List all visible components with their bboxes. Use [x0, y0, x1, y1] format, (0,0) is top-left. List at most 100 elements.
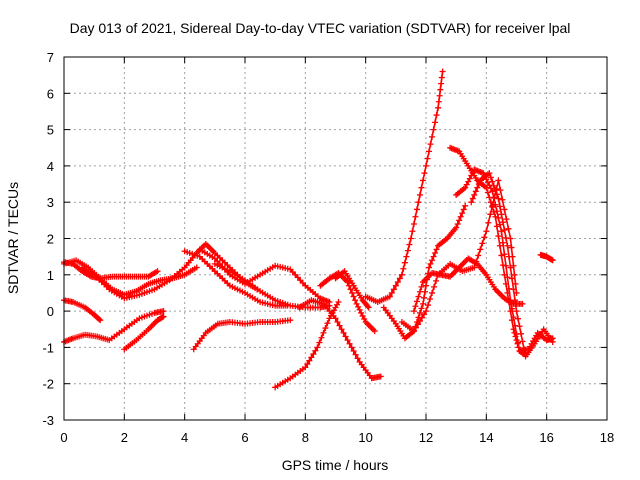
data-point [459, 210, 466, 217]
data-point [344, 337, 351, 344]
data-point [493, 191, 500, 198]
data-point [335, 299, 342, 306]
data-point [498, 211, 505, 218]
data-point [338, 326, 345, 333]
data-point [496, 203, 503, 210]
data-point [416, 318, 423, 325]
y-tick-label: 2 [47, 232, 54, 247]
data-point [471, 191, 478, 198]
data-point [353, 300, 360, 307]
data-point [504, 274, 511, 281]
data-point [322, 325, 329, 332]
data-point [418, 283, 425, 290]
series-line [274, 301, 340, 389]
data-point [463, 181, 470, 188]
data-point [429, 133, 436, 140]
data-point [502, 262, 509, 269]
data-point [430, 126, 437, 133]
data-point [390, 286, 397, 293]
data-point [394, 279, 401, 286]
data-point [359, 312, 366, 319]
data-point [421, 170, 428, 177]
data-point [519, 338, 526, 345]
data-point [510, 314, 517, 321]
data-point [426, 264, 433, 271]
data-point [489, 188, 496, 195]
data-point [349, 289, 356, 296]
data-point [398, 271, 405, 278]
data-point [501, 251, 508, 258]
data-point [492, 201, 499, 208]
data-point [306, 357, 313, 364]
data-point [516, 323, 523, 330]
data-point [364, 303, 371, 310]
data-point [427, 296, 434, 302]
y-tick-label: -3 [42, 413, 54, 428]
data-point [427, 141, 434, 148]
data-point [371, 328, 378, 335]
data-point [432, 119, 439, 126]
data-point [469, 169, 476, 176]
data-point [507, 264, 514, 271]
y-tick-label: -2 [42, 377, 54, 392]
data-point [412, 303, 419, 310]
data-point [484, 189, 491, 196]
data-point [418, 184, 425, 191]
data-point [431, 283, 438, 290]
data-point [425, 302, 432, 309]
data-point [495, 214, 502, 221]
data-point [471, 264, 478, 271]
series-arc-21 [468, 170, 556, 360]
y-axis-label: SDTVAR / TECUs [5, 182, 21, 294]
data-point [511, 297, 518, 304]
data-point [310, 351, 317, 358]
data-point [414, 321, 421, 328]
y-axis: -3 -2 -1 0 1 2 3 4 5 6 7 [42, 50, 607, 428]
data-point [485, 219, 492, 226]
data-point [487, 185, 494, 192]
data-point [410, 328, 417, 335]
data-point [302, 364, 309, 371]
data-point [477, 246, 484, 253]
data-point [336, 322, 343, 329]
data-point [549, 338, 556, 345]
data-point [487, 174, 494, 181]
data-point [508, 275, 515, 282]
data-point [418, 305, 425, 312]
data-point [320, 329, 327, 336]
data-point [493, 208, 500, 215]
data-point [160, 308, 167, 315]
data-point [495, 177, 502, 184]
data-point [493, 223, 500, 230]
data-point [392, 282, 399, 289]
x-tick-label: 12 [419, 430, 433, 445]
data-point [154, 268, 161, 275]
data-point [490, 182, 497, 189]
data-point [352, 351, 359, 358]
x-axis-label: GPS time / hours [282, 457, 389, 473]
data-point [521, 345, 528, 352]
data-point [503, 216, 510, 223]
data-point [499, 239, 506, 246]
data-point [344, 279, 351, 286]
data-point [483, 228, 490, 235]
x-tick-label: 18 [600, 430, 614, 445]
data-point [501, 206, 508, 213]
x-tick-label: 16 [539, 430, 553, 445]
data-point [453, 224, 460, 231]
data-point [505, 253, 512, 260]
data-point [496, 221, 503, 228]
data-point [423, 282, 429, 289]
data-point [332, 315, 339, 322]
x-tick-label: 4 [181, 430, 188, 445]
data-point [348, 344, 355, 351]
series-arc-22 [537, 251, 556, 264]
data-point [508, 244, 515, 251]
data-point [410, 308, 417, 315]
data-point [439, 68, 446, 75]
y-tick-label: -1 [42, 340, 54, 355]
data-point [492, 187, 499, 194]
series-arc-17 [398, 177, 520, 335]
data-point [96, 316, 103, 323]
